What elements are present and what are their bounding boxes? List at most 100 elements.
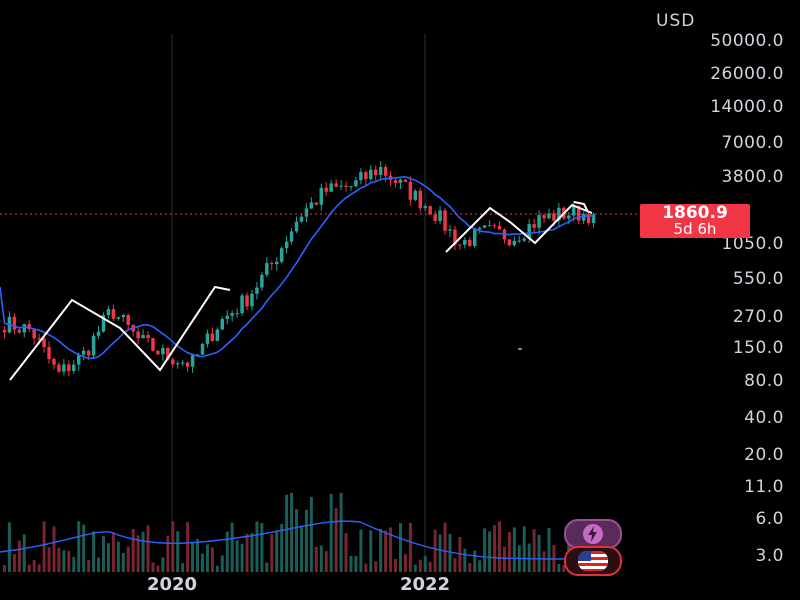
candle-body: [289, 231, 294, 242]
volume-bar: [196, 538, 200, 572]
candle-body: [32, 329, 36, 339]
volume-bar: [111, 532, 115, 572]
volume-bar: [453, 558, 457, 572]
chart-area[interactable]: [0, 0, 640, 572]
candle-body: [477, 227, 482, 230]
volume-bar: [309, 496, 313, 572]
volume-bar: [126, 546, 130, 572]
candle-body: [2, 329, 7, 333]
candle-body: [180, 362, 185, 364]
price-tick: 3.0: [755, 546, 784, 566]
candle-body: [468, 239, 472, 247]
volume-bar: [220, 555, 224, 572]
candle-body: [324, 187, 328, 192]
candle-body: [364, 172, 368, 180]
candle-body: [339, 185, 343, 187]
candle-body: [270, 263, 274, 265]
candle-body: [299, 216, 304, 222]
price-tick: 26000.0: [710, 64, 784, 84]
candle-body: [567, 215, 571, 219]
volume-bar: [364, 563, 368, 572]
price-axis[interactable]: USD 50000.0 26000.0 14000.0 7000.0 3800.0 105…: [640, 0, 800, 600]
candle-body: [349, 186, 353, 188]
volume-bar: [507, 532, 511, 572]
candle-body: [344, 185, 348, 187]
candle-body: [586, 214, 591, 224]
volume-bar: [171, 521, 175, 572]
volume-bar: [413, 564, 417, 572]
drawing-zigzag-2: [445, 203, 593, 253]
candle-body: [497, 225, 502, 230]
volume-bar: [379, 528, 383, 572]
candle-body: [161, 348, 165, 355]
volume-bar: [235, 540, 239, 572]
candle-body: [111, 309, 116, 319]
volume-bar: [527, 543, 531, 572]
candle-body: [250, 293, 254, 307]
price-chart[interactable]: [0, 0, 640, 572]
price-tick: 14000.0: [710, 97, 784, 117]
volume-bar: [280, 523, 284, 572]
volume-bar: [522, 526, 526, 572]
volume-bar: [428, 561, 432, 572]
volume-bar: [67, 550, 71, 572]
price-tick: 20.0: [744, 445, 784, 465]
volume-bar: [181, 563, 185, 572]
candle-body: [284, 241, 289, 249]
flag-button[interactable]: [564, 546, 622, 576]
candle-body: [438, 210, 442, 221]
candle-body: [156, 350, 160, 355]
candle-body: [423, 206, 427, 209]
volume-bar: [285, 494, 289, 572]
time-axis[interactable]: 2020 2022: [0, 572, 640, 600]
volume-bar: [87, 559, 91, 572]
current-price-value: 1860.9: [662, 203, 728, 223]
volume-bar: [136, 535, 140, 572]
price-tick: 3800.0: [721, 167, 784, 187]
volume-bar: [512, 527, 516, 572]
candle-body: [492, 225, 497, 227]
candle-body: [408, 181, 413, 200]
volume-bar: [121, 552, 125, 572]
volume-bar: [92, 531, 96, 572]
volume-bar: [17, 540, 21, 572]
volume-bar: [339, 492, 343, 572]
candle-body: [141, 335, 145, 339]
price-tick: 80.0: [744, 371, 784, 391]
current-price-tag: 1860.9 5d 6h: [640, 204, 750, 238]
volume-bar: [37, 564, 41, 572]
volume-bar: [101, 536, 105, 572]
candle-body: [136, 331, 140, 339]
currency-label: USD: [656, 11, 696, 31]
volume-bar: [443, 522, 447, 572]
volume-bar: [27, 564, 31, 572]
candle-body: [72, 364, 76, 371]
candle-body: [121, 315, 126, 318]
volume-bar: [57, 547, 61, 572]
candle-body: [517, 240, 522, 242]
volume-bar: [468, 563, 472, 572]
candle-body: [200, 343, 205, 355]
time-label-2022: 2022: [399, 574, 451, 595]
candle-body: [185, 362, 190, 367]
volume-bar: [497, 521, 501, 572]
volume-bar: [210, 547, 214, 572]
volume-bar: [532, 529, 536, 572]
candle-body: [215, 329, 220, 342]
volume-bar: [324, 551, 328, 572]
candle-body: [413, 190, 418, 200]
candle-body: [106, 309, 111, 316]
volume-bar: [344, 533, 348, 572]
volume-bar: [116, 541, 120, 572]
candle-body: [265, 263, 269, 275]
candle-body: [62, 364, 66, 372]
candle-body: [86, 350, 91, 356]
volume-bar: [418, 559, 422, 572]
volume-bar: [483, 528, 487, 572]
volume-bar: [205, 544, 209, 572]
volume-bar: [225, 531, 229, 572]
volume-bar: [389, 527, 393, 572]
candle-body: [17, 329, 22, 333]
lightning-button[interactable]: [564, 519, 622, 549]
candle-body: [67, 364, 71, 371]
